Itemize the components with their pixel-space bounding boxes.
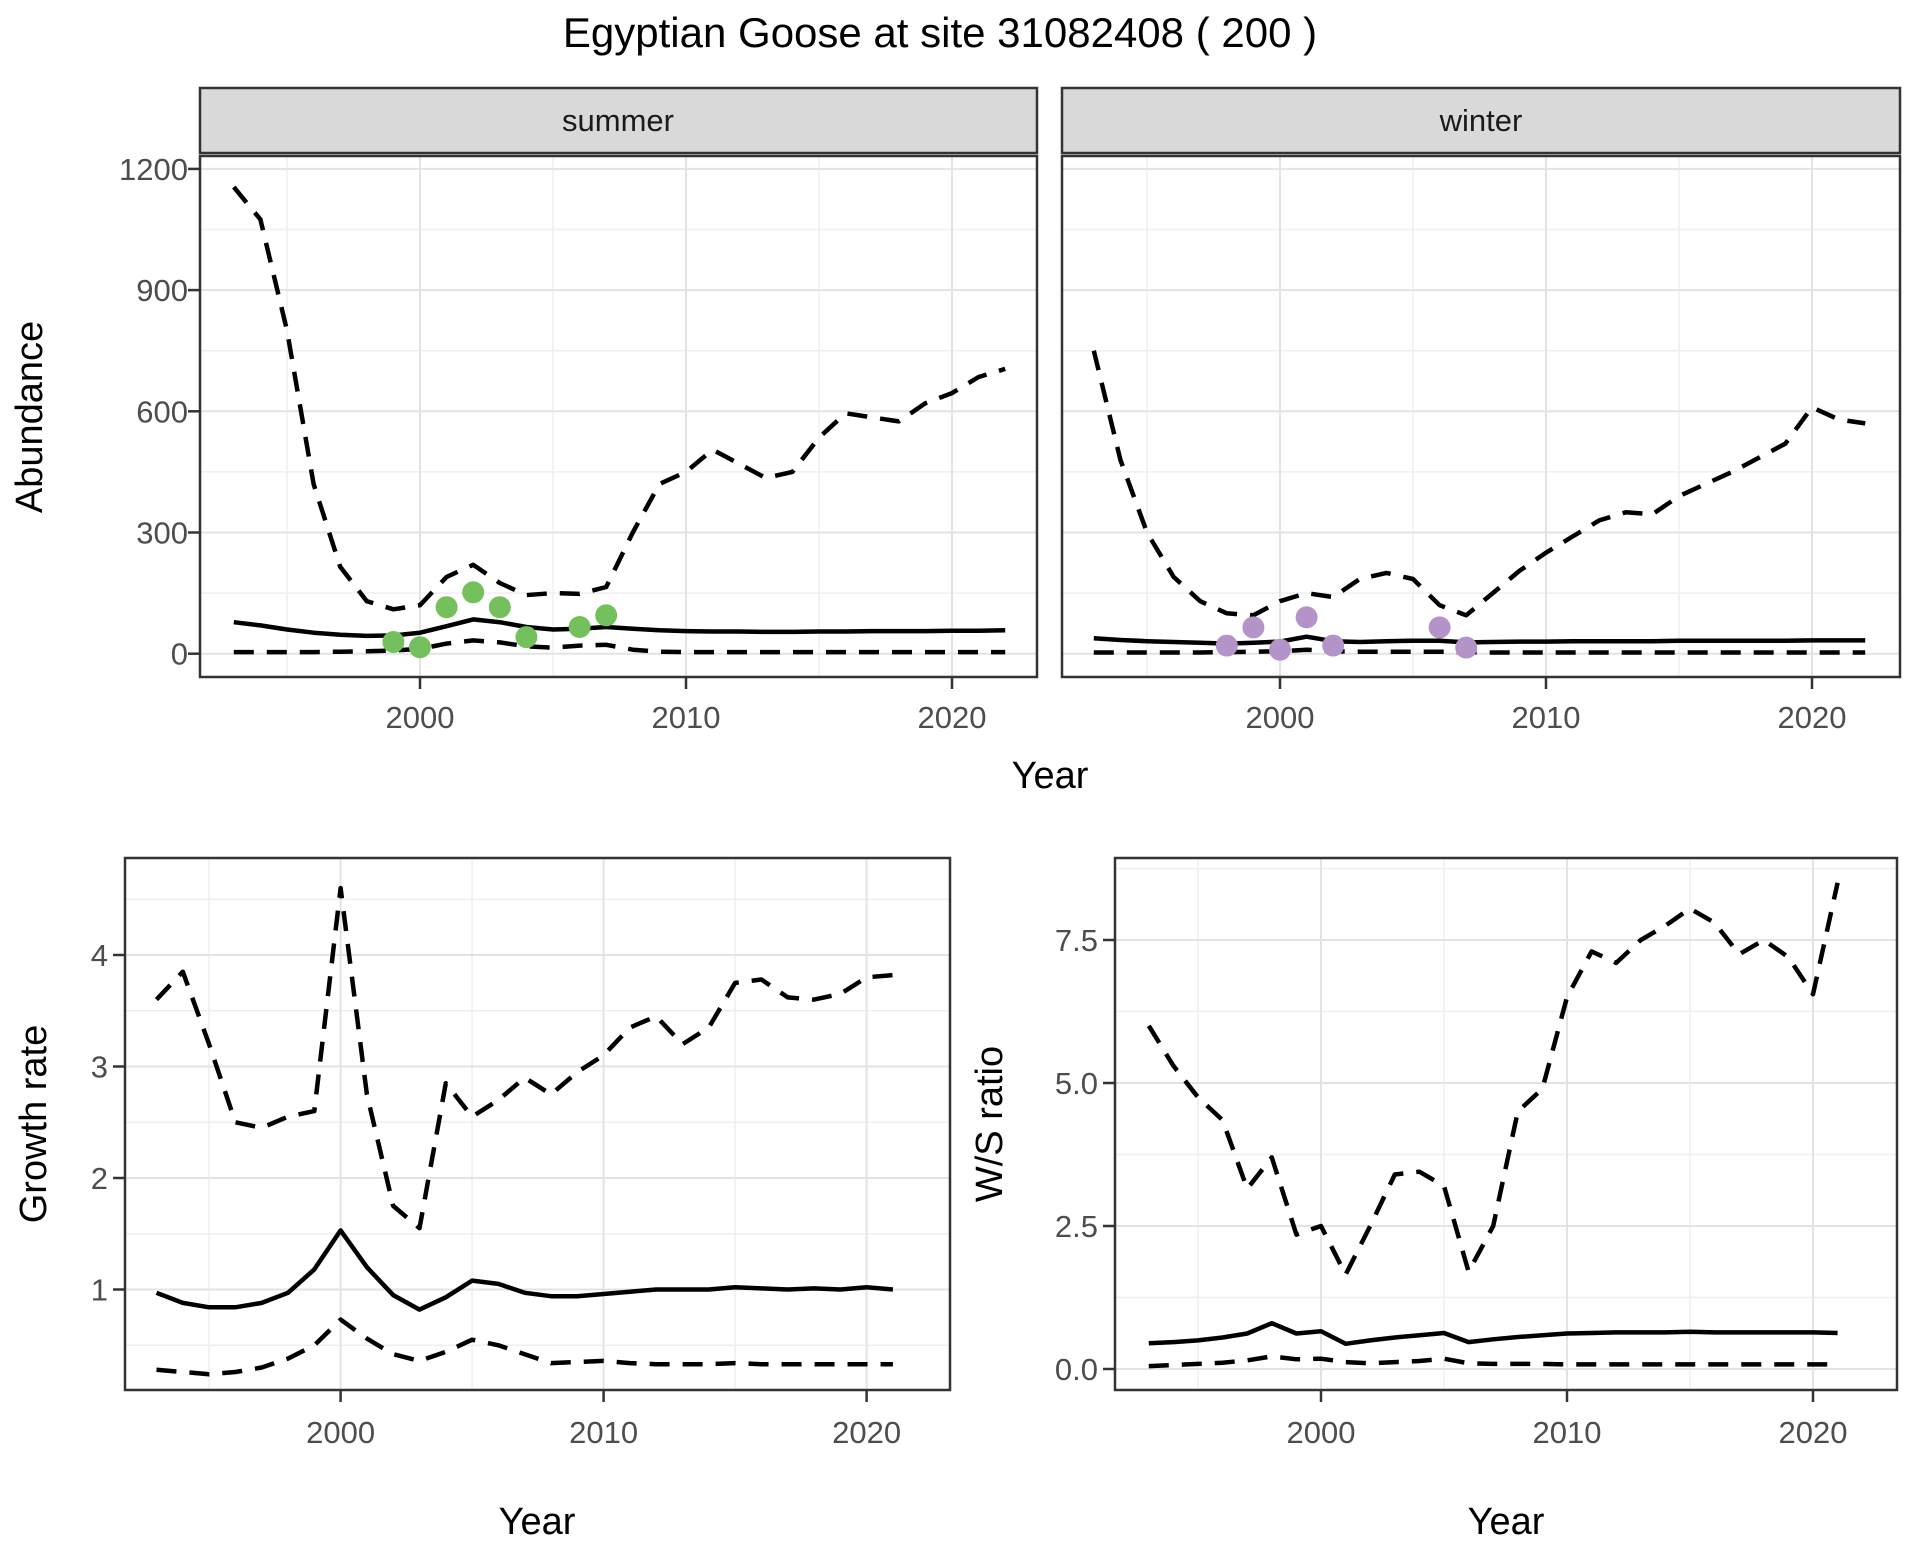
panel-background (1115, 858, 1897, 1390)
x-tick-label: 2010 (652, 700, 721, 735)
observation-point (462, 581, 485, 604)
x-tick-label: 2020 (918, 700, 987, 735)
y-tick-label: 600 (136, 394, 188, 429)
panel-ws-ratio: 2000 2010 2020 0.0 2.5 5.0 7.5 (1055, 856, 1899, 1450)
series-line-estimate (233, 617, 1006, 639)
panel-abundance-summer: 2000 2010 2020 0 300 600 900 1200 (119, 152, 1039, 735)
strip-label-summer: summer (562, 103, 674, 138)
x-tick-label: 2010 (569, 1415, 638, 1450)
series-line-estimate (155, 1228, 894, 1312)
observation-point (1455, 636, 1478, 659)
series-line-upper_ci (1146, 882, 1840, 1277)
x-tick-label: 2020 (1779, 1415, 1848, 1450)
y-tick-label: 5.0 (1055, 1066, 1098, 1101)
observation-point (1215, 634, 1238, 657)
panel-background (1062, 156, 1900, 677)
observation-point (1295, 606, 1318, 629)
y-axis-title-ws-ratio: W/S ratio (969, 1046, 1011, 1202)
panel-border (1113, 856, 1899, 1392)
observation-point (488, 596, 511, 619)
x-axis-title-year-bottom-left: Year (499, 1501, 576, 1543)
panel-border (123, 856, 952, 1392)
series-line-estimate (1148, 1320, 1838, 1347)
observation-point (435, 596, 458, 619)
panel-border (1060, 154, 1902, 679)
y-tick-label: 2.5 (1055, 1209, 1098, 1244)
observation-point (515, 626, 538, 649)
strip-background (198, 86, 1039, 155)
y-tick-label: 4 (91, 938, 108, 973)
x-tick-label: 2000 (1287, 1415, 1356, 1450)
y-tick-label: 0 (171, 637, 188, 672)
y-tick-label: 900 (136, 273, 188, 308)
x-tick-label: 2000 (386, 700, 455, 735)
x-tick-label: 2000 (306, 1415, 375, 1450)
strip-label-winter: winter (1439, 103, 1523, 138)
panel-abundance-winter: 2000 2010 2020 (1060, 154, 1902, 735)
series-line-upper_ci (1091, 350, 1866, 618)
series-line-lower_ci (1148, 1354, 1838, 1369)
observation-point (595, 604, 618, 627)
x-tick-label: 2020 (1778, 700, 1847, 735)
observation-point (1428, 616, 1451, 639)
y-tick-label: 0.0 (1055, 1352, 1098, 1387)
x-tick-label: 2010 (1533, 1415, 1602, 1450)
facet-strip-summer: summer (198, 86, 1039, 155)
x-tick-label: 2000 (1246, 700, 1315, 735)
observation-point (568, 616, 591, 638)
panel-border (198, 154, 1039, 679)
y-axis-title-abundance: Abundance (9, 321, 51, 513)
observation-point (382, 631, 405, 653)
observation-point (1269, 638, 1291, 661)
series-line-lower_ci (1093, 647, 1866, 655)
strip-background (1060, 86, 1902, 155)
facet-strip-winter: winter (1060, 86, 1902, 155)
panel-background (200, 156, 1037, 677)
observation-point (409, 636, 431, 659)
y-tick-label: 1 (91, 1273, 108, 1308)
x-tick-label: 2010 (1512, 700, 1581, 735)
observation-point (1322, 634, 1345, 657)
page-title: Egyptian Goose at site 31082408 ( 200 ) (563, 9, 1317, 56)
y-tick-label: 1200 (119, 152, 188, 187)
x-axis-title-year-bottom-right: Year (1468, 1501, 1545, 1543)
series-line-lower_ci (233, 638, 1006, 655)
x-axis-title-year-top: Year (1012, 755, 1089, 797)
observation-point (1242, 616, 1265, 639)
series-line-upper_ci (154, 885, 894, 1231)
y-tick-label: 3 (91, 1050, 108, 1085)
y-tick-label: 300 (136, 516, 188, 551)
x-tick-label: 2020 (832, 1415, 901, 1450)
series-line-upper_ci (232, 185, 1006, 612)
series-line-lower_ci (156, 1317, 893, 1377)
panel-growth-rate: 2000 2010 2020 1 2 3 4 (91, 856, 952, 1450)
y-tick-label: 7.5 (1055, 923, 1098, 958)
y-axis-title-growth-rate: Growth rate (13, 1025, 55, 1224)
y-tick-label: 2 (91, 1161, 108, 1196)
